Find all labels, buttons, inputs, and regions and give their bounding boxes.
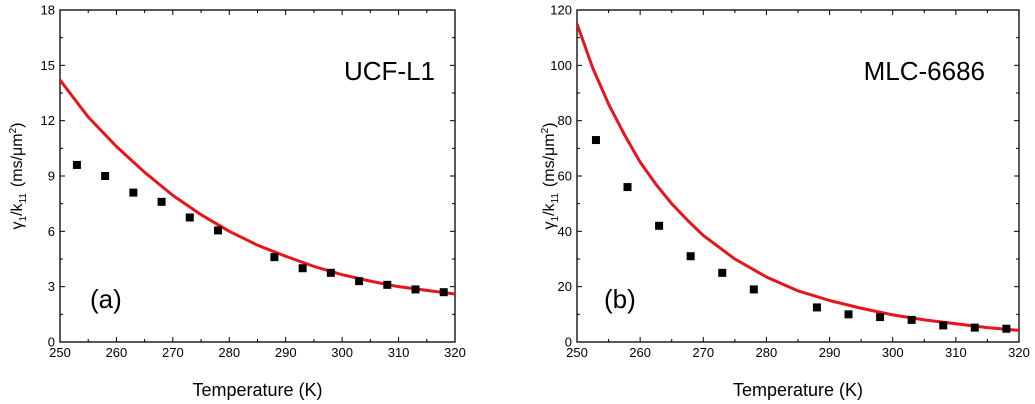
panel-b: 250 260 270 280 290 300 310 320 0 20 40 60 80 100 120 M… <box>540 3 1030 401</box>
data-point <box>749 285 758 294</box>
x-tick-label: 280 <box>756 345 778 360</box>
y-label-symbol: γ <box>9 221 26 229</box>
data-point <box>185 213 194 222</box>
x-tick-label: 260 <box>629 345 651 360</box>
y-tick-label: 40 <box>558 224 572 239</box>
y-tick-label: 3 <box>48 279 55 294</box>
y-tick-label: 18 <box>41 3 55 18</box>
y-label-divisor: /k <box>541 202 558 215</box>
y-label-unit: (ms/μm <box>541 133 558 187</box>
data-point <box>970 323 979 332</box>
data-point <box>157 197 166 206</box>
data-point <box>876 313 885 322</box>
x-tick-label: 270 <box>692 345 714 360</box>
y-tick-label: 80 <box>558 113 572 128</box>
y-axis-title: γ1/k11 (ms/μm2) <box>540 123 561 230</box>
data-point <box>101 172 110 180</box>
data-point <box>812 303 821 312</box>
data-point <box>129 188 138 197</box>
data-point <box>623 183 632 192</box>
y-tick-label: 120 <box>550 3 572 18</box>
panel-letter: (b) <box>604 284 636 314</box>
data-point <box>355 277 364 286</box>
data-point <box>72 160 81 169</box>
panel-a: 250 260 270 280 290 300 310 3200369121518UCF-L1… <box>8 3 466 401</box>
y-label-subscript: 1 <box>18 215 29 221</box>
data-point <box>591 136 600 145</box>
y-label-subscript: 11 <box>18 193 29 204</box>
data-point <box>686 252 695 261</box>
x-tick-label: 310 <box>945 345 967 360</box>
x-axis-title: Temperature (K) <box>733 380 863 400</box>
data-point <box>383 280 392 289</box>
data-point <box>298 264 307 273</box>
y-label-close: ) <box>9 123 26 128</box>
y-label-superscript: 2 <box>540 127 551 133</box>
y-label-subscript: 11 <box>550 193 561 204</box>
y-tick-label: 9 <box>48 169 55 184</box>
y-tick-label: 0 <box>565 335 572 350</box>
fit-curve <box>577 23 1019 332</box>
data-point <box>411 285 420 294</box>
data-point <box>439 288 448 297</box>
y-tick-label: 15 <box>41 58 55 73</box>
y-label-subscript: 1 <box>550 215 561 221</box>
x-tick-label: 250 <box>566 345 588 360</box>
y-label-close: ) <box>541 123 558 128</box>
x-tick-label: 290 <box>275 345 297 360</box>
y-tick-label: 6 <box>48 224 55 239</box>
y-tick-label: 12 <box>41 113 55 128</box>
x-tick-label: 280 <box>218 345 240 360</box>
data-point <box>1002 324 1011 333</box>
panel-letter: (a) <box>90 284 122 314</box>
y-label-superscript: 2 <box>8 127 19 133</box>
data-point <box>718 268 727 277</box>
y-tick-label: 60 <box>558 169 572 184</box>
data-point <box>270 253 279 262</box>
y-label-divisor: /k <box>9 202 26 215</box>
x-tick-label: 320 <box>1008 345 1030 360</box>
data-point <box>655 221 664 230</box>
data-point <box>939 321 948 330</box>
panel-title: UCF-L1 <box>344 56 435 86</box>
panel-title: MLC-6686 <box>864 56 985 86</box>
fit-curve <box>60 79 455 296</box>
x-tick-label: 260 <box>106 345 128 360</box>
x-tick-label: 250 <box>49 345 71 360</box>
x-tick-label: 310 <box>388 345 410 360</box>
y-label-unit: (ms/μm <box>9 133 26 187</box>
data-point <box>214 226 222 235</box>
x-tick-label: 290 <box>819 345 841 360</box>
x-tick-label: 300 <box>331 345 353 360</box>
data-point <box>907 315 916 324</box>
data-point <box>326 268 335 277</box>
x-axis-title: Temperature (K) <box>192 380 322 400</box>
x-tick-label: 300 <box>882 345 904 360</box>
y-label-symbol: γ <box>541 221 558 229</box>
x-tick-label: 270 <box>162 345 184 360</box>
y-axis-title: γ1/k11 (ms/μm2) <box>8 123 29 230</box>
y-tick-label: 0 <box>48 335 55 350</box>
y-tick-label: 100 <box>550 58 572 73</box>
data-point <box>844 310 853 319</box>
x-tick-label: 320 <box>444 345 466 360</box>
y-tick-label: 20 <box>558 279 572 294</box>
